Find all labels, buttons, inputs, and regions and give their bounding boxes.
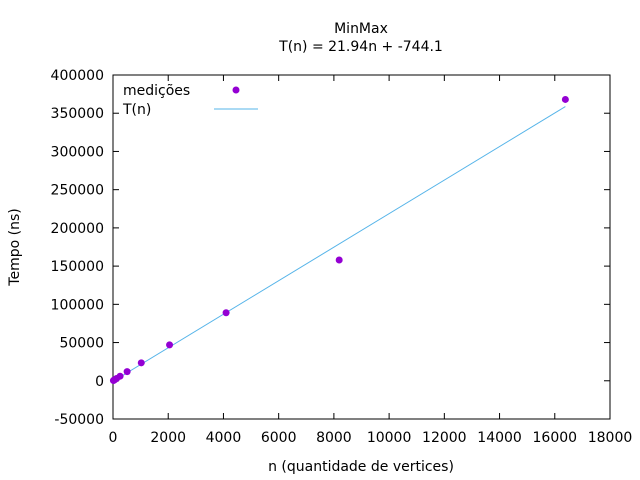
- x-tick-label: 10000: [367, 430, 412, 446]
- y-tick-label: 400000: [51, 68, 104, 84]
- y-tick-label: -50000: [54, 412, 104, 428]
- y-tick-label: 300000: [51, 144, 104, 160]
- x-axis-label: n (quantidade de vertices): [268, 459, 454, 475]
- x-tick-label: 16000: [533, 430, 578, 446]
- axis-ticks: 0 2000 4000 6000 8000 10000 12000 14000 16000 180…: [51, 68, 633, 446]
- data-point: [222, 309, 230, 317]
- data-point: [116, 372, 124, 380]
- legend-point: [232, 86, 240, 94]
- x-tick-label: 12000: [422, 430, 467, 446]
- legend-label-measurements: medições: [123, 83, 190, 99]
- x-tick-label: 18000: [588, 430, 633, 446]
- data-point: [137, 359, 145, 367]
- x-tick-label: 2000: [150, 430, 186, 446]
- fit-line-group: [113, 106, 566, 382]
- data-point: [166, 341, 174, 349]
- chart-title: MinMax: [334, 21, 388, 37]
- legend-marker-measurements: [232, 86, 240, 94]
- chart-subtitle: T(n) = 21.94n + -744.1: [278, 39, 443, 55]
- y-tick-label: 200000: [51, 221, 104, 237]
- x-tick-label: 0: [109, 430, 118, 446]
- x-tick-label: 8000: [316, 430, 352, 446]
- data-point: [123, 368, 131, 376]
- y-tick-label: 150000: [51, 259, 104, 275]
- fit-line: [113, 106, 566, 382]
- data-point: [335, 256, 343, 264]
- x-tick-label: 4000: [206, 430, 242, 446]
- x-tick-label: 14000: [477, 430, 522, 446]
- x-tick-label: 6000: [261, 430, 297, 446]
- y-tick-label: 250000: [51, 183, 104, 199]
- y-tick-label: 0: [95, 374, 104, 390]
- y-tick-label: 350000: [51, 106, 104, 122]
- measurement-points: [109, 95, 569, 385]
- y-tick-label: 100000: [51, 297, 104, 313]
- y-axis-label: Tempo (ns): [7, 208, 23, 286]
- y-tick-label: 50000: [59, 336, 104, 352]
- plot-border: [112, 74, 611, 420]
- legend: medições T(n): [122, 83, 258, 118]
- data-point: [561, 95, 569, 103]
- legend-label-fit: T(n): [122, 102, 151, 118]
